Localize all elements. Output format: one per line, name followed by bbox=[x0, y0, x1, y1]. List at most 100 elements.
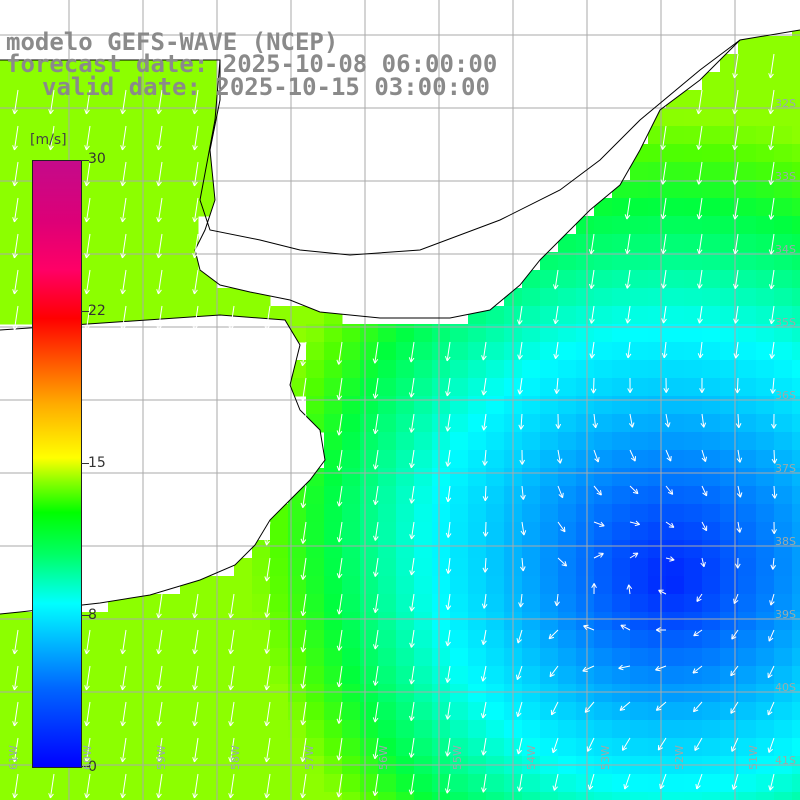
wind-cell bbox=[594, 594, 613, 613]
wind-arrow bbox=[557, 521, 566, 533]
wind-cell bbox=[720, 288, 739, 307]
wind-cell bbox=[630, 180, 649, 199]
wind-arrow bbox=[553, 305, 559, 325]
wind-cell bbox=[0, 72, 19, 91]
wind-cell bbox=[630, 252, 649, 271]
wind-cell bbox=[666, 324, 685, 343]
wind-arrow bbox=[767, 665, 775, 679]
wind-cell bbox=[576, 234, 595, 253]
wind-cell bbox=[450, 738, 469, 757]
wind-cell bbox=[648, 720, 667, 739]
wind-cell bbox=[648, 288, 667, 307]
wind-cell bbox=[792, 90, 800, 109]
wind-cell bbox=[684, 666, 703, 685]
wind-cell bbox=[270, 702, 289, 721]
wind-arrow bbox=[582, 665, 595, 672]
wind-cell bbox=[342, 432, 361, 451]
wind-cell bbox=[720, 180, 739, 199]
wind-cell bbox=[702, 198, 721, 217]
wind-arrow bbox=[156, 197, 163, 223]
wind-cell bbox=[252, 702, 271, 721]
wind-cell bbox=[612, 432, 631, 451]
wind-cell bbox=[180, 630, 199, 649]
wind-cell bbox=[792, 36, 800, 55]
wind-cell bbox=[630, 360, 649, 379]
wind-cell bbox=[324, 324, 343, 343]
wind-cell bbox=[18, 792, 37, 800]
colorbar-tick-15: 15 bbox=[88, 455, 106, 471]
wind-cell bbox=[720, 594, 739, 613]
wind-cell bbox=[180, 72, 199, 91]
wind-arrow bbox=[592, 413, 598, 429]
wind-cell bbox=[756, 342, 775, 361]
wind-cell bbox=[720, 558, 739, 577]
wind-cell bbox=[648, 198, 667, 217]
colorbar-unit-label: [m/s] bbox=[30, 132, 67, 148]
wind-arrow bbox=[583, 624, 595, 631]
wind-cell bbox=[486, 792, 505, 800]
wind-arrow bbox=[627, 377, 633, 394]
wind-arrow bbox=[444, 341, 451, 362]
wind-cell bbox=[558, 324, 577, 343]
wind-cell bbox=[792, 144, 800, 163]
wind-cell bbox=[414, 324, 433, 343]
wind-cell bbox=[144, 738, 163, 757]
wind-cell bbox=[324, 342, 343, 361]
wind-cell bbox=[666, 792, 685, 800]
wind-cell bbox=[378, 720, 397, 739]
wind-cell bbox=[738, 630, 757, 649]
wind-cell bbox=[342, 792, 361, 800]
wind-cell bbox=[648, 594, 667, 613]
wind-cell bbox=[0, 252, 19, 271]
colorbar-tick-0: 0 bbox=[88, 759, 97, 775]
wind-cell bbox=[666, 684, 685, 703]
wind-cell bbox=[90, 162, 109, 181]
wind-cell bbox=[198, 72, 217, 91]
wind-cell bbox=[630, 324, 649, 343]
wind-arrow bbox=[12, 269, 19, 295]
wind-cell bbox=[378, 630, 397, 649]
wind-cell bbox=[792, 594, 800, 613]
wind-cell bbox=[558, 288, 577, 307]
wind-cell bbox=[756, 540, 775, 559]
wind-cell bbox=[288, 666, 307, 685]
wind-arrow bbox=[517, 305, 523, 325]
wind-cell bbox=[270, 558, 289, 577]
wind-cell bbox=[198, 90, 217, 109]
wind-cell bbox=[756, 324, 775, 343]
wind-arrow bbox=[700, 413, 707, 428]
wind-cell bbox=[738, 288, 757, 307]
wind-cell bbox=[738, 396, 757, 415]
wind-cell bbox=[144, 792, 163, 800]
wind-cell bbox=[162, 738, 181, 757]
wind-cell bbox=[0, 270, 19, 289]
wind-cell bbox=[90, 144, 109, 163]
wind-cell bbox=[684, 162, 703, 181]
wind-cell bbox=[720, 774, 739, 793]
wind-cell bbox=[774, 396, 793, 415]
wind-cell bbox=[576, 576, 595, 595]
wind-cell bbox=[774, 666, 793, 685]
model-title: modelo GEFS-WAVE (NCEP) bbox=[6, 28, 339, 56]
wind-cell bbox=[792, 306, 800, 325]
wind-arrow bbox=[48, 773, 55, 799]
wind-cell bbox=[576, 342, 595, 361]
wind-arrow bbox=[373, 485, 379, 506]
wind-cell bbox=[432, 360, 451, 379]
wind-cell bbox=[450, 360, 469, 379]
wind-cell bbox=[324, 450, 343, 469]
wind-cell bbox=[594, 414, 613, 433]
wind-cell bbox=[792, 612, 800, 631]
wind-cell bbox=[792, 666, 800, 685]
wind-cell bbox=[756, 90, 775, 109]
wind-cell bbox=[162, 720, 181, 739]
wind-cell bbox=[630, 414, 649, 433]
wind-arrow bbox=[549, 665, 559, 678]
wind-cell bbox=[684, 90, 703, 109]
wind-cell bbox=[702, 594, 721, 613]
wind-cell bbox=[720, 342, 739, 361]
wind-cell bbox=[396, 360, 415, 379]
wind-cell bbox=[36, 126, 55, 145]
wind-cell bbox=[306, 360, 325, 379]
wind-cell bbox=[306, 792, 325, 800]
